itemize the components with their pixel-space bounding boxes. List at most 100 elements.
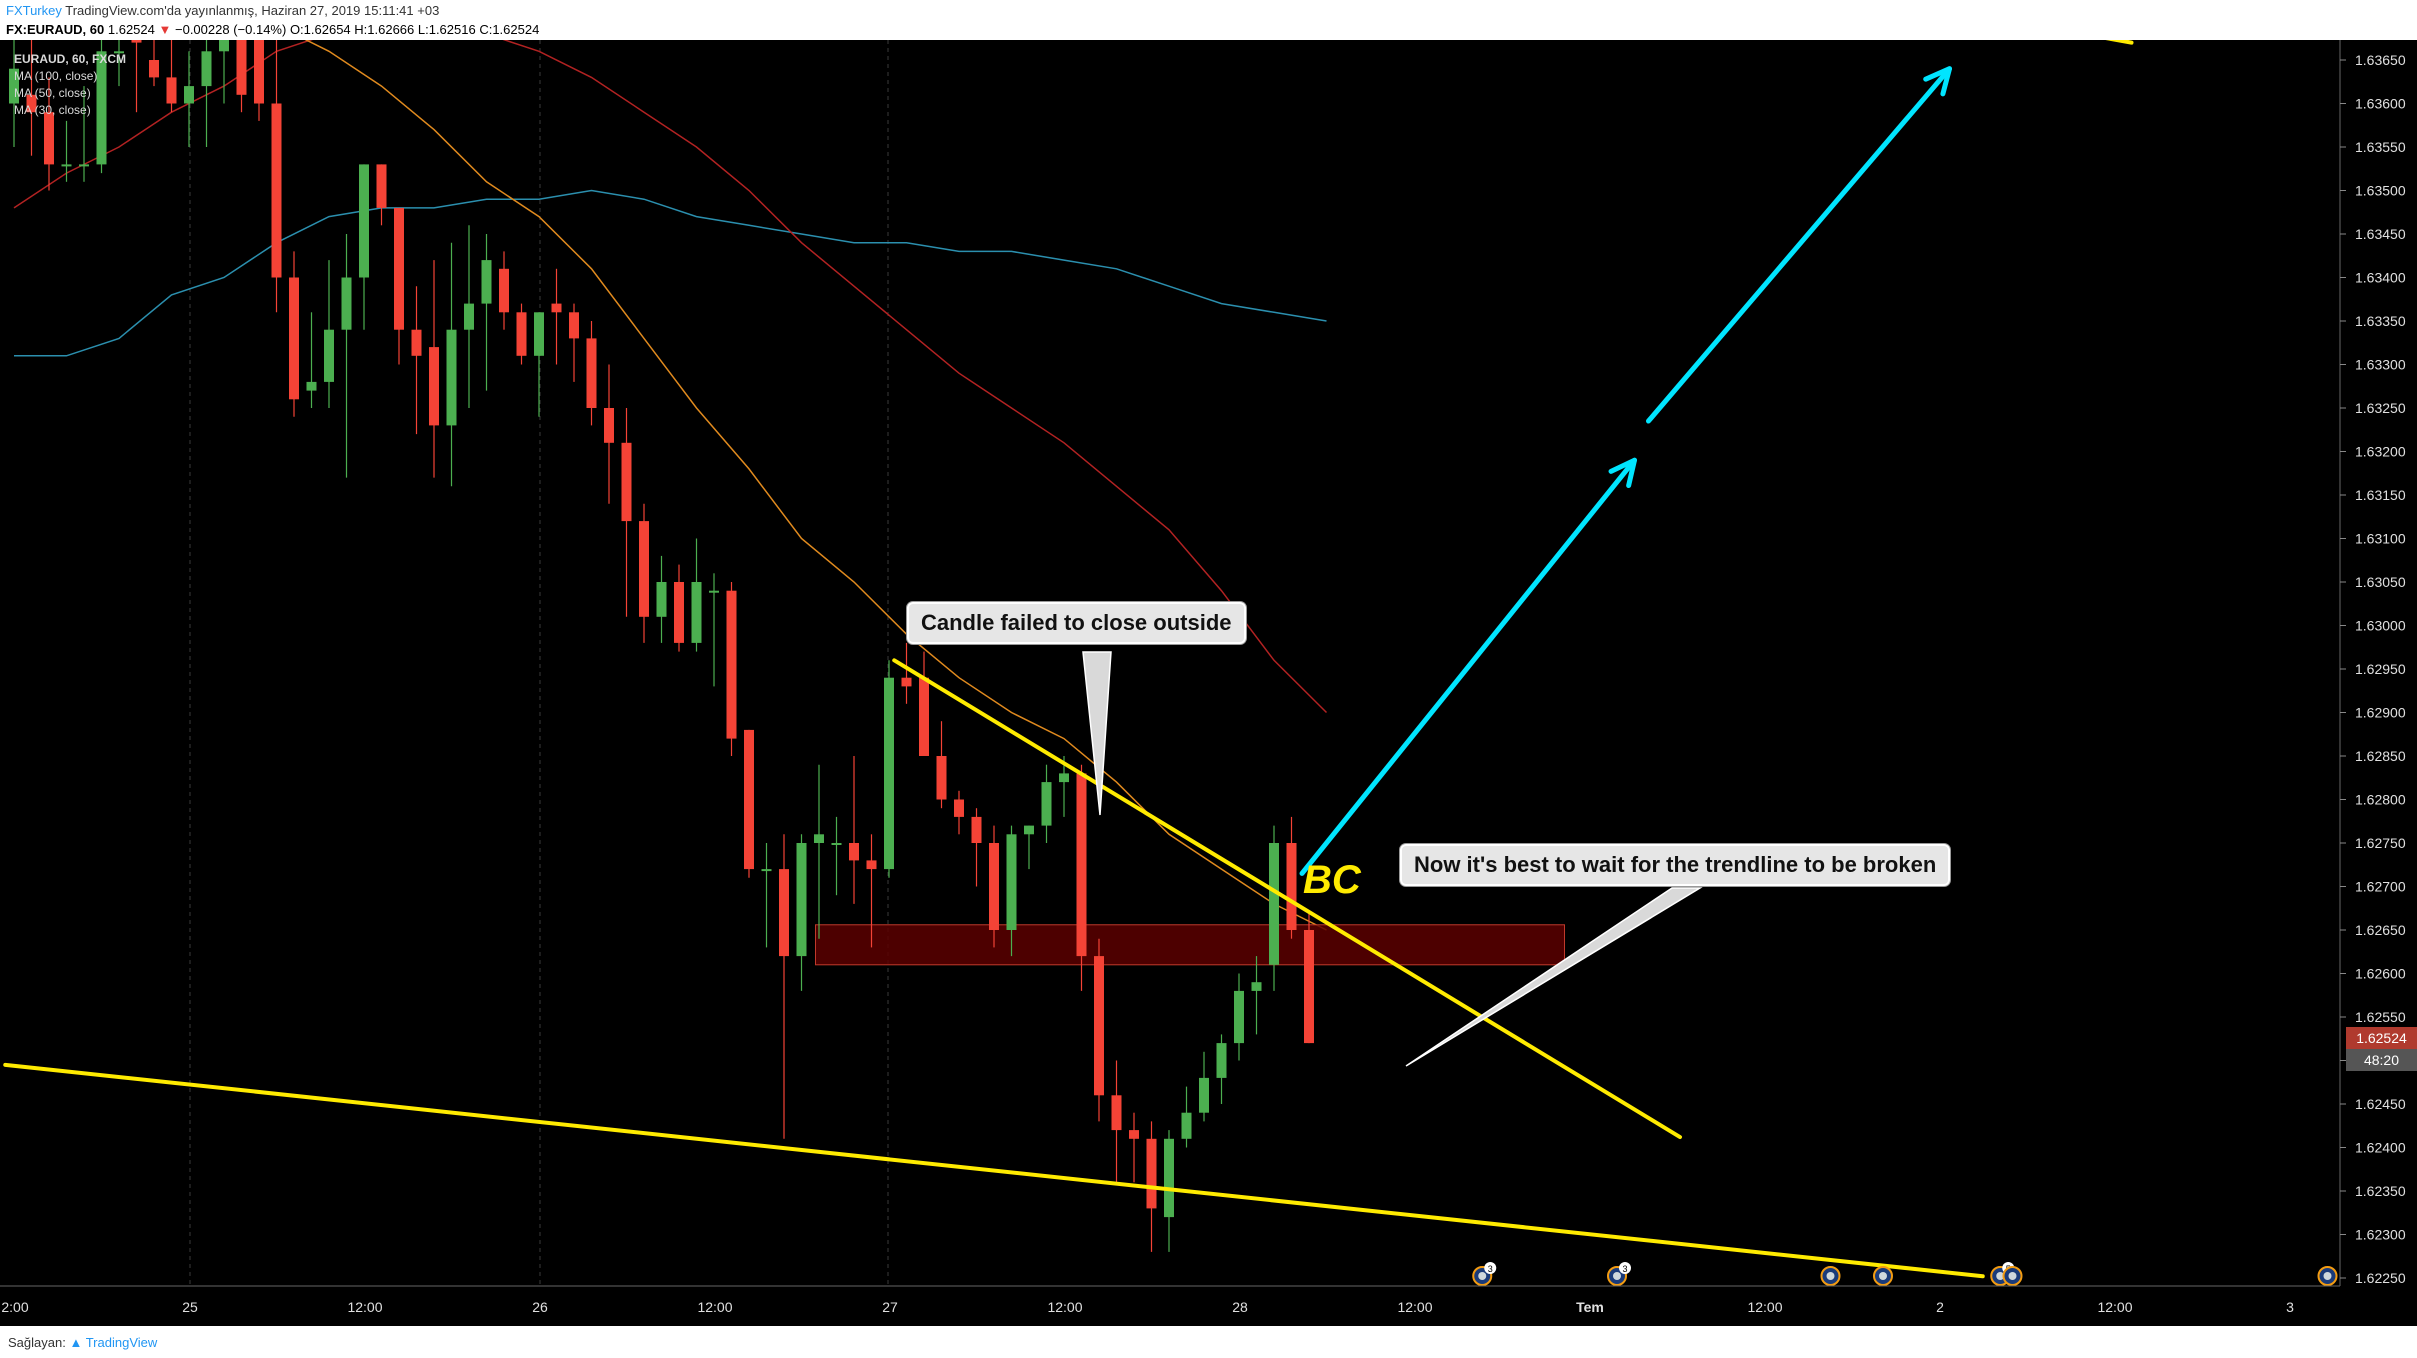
candle: [884, 660, 894, 878]
candle: [341, 234, 352, 478]
candle-body: [1216, 1043, 1227, 1078]
candle-body: [149, 60, 159, 78]
countdown-tag: 48:20: [2346, 1049, 2417, 1071]
event-marker-icon: 3: [1472, 1262, 1497, 1286]
time-tick-label: 12:00: [1747, 1299, 1782, 1315]
candle-body: [744, 729, 754, 870]
price-tick-label: 1.63050: [2355, 574, 2406, 590]
candle-body: [1269, 843, 1279, 965]
candle-body: [254, 25, 264, 104]
candle: [201, 33, 212, 147]
candle: [866, 834, 877, 948]
provider-credit: Sağlayan: ▲ TradingView: [8, 1335, 157, 1350]
current-price-tag: 1.62524: [2346, 1027, 2417, 1049]
candle: [726, 582, 737, 756]
candle: [936, 721, 947, 809]
candle-body: [551, 303, 562, 313]
bc-label[interactable]: BC: [1303, 858, 1361, 902]
candle: [254, 16, 264, 121]
price-tick-label: 1.63400: [2355, 270, 2406, 286]
bullish-arrow-2-head: [1923, 66, 1952, 97]
time-tick-label: 2:00: [1, 1299, 28, 1315]
time-tick-label: 27: [882, 1299, 898, 1315]
price-chart[interactable]: 3352 1.622501.623001.623501.624001.62450…: [0, 15, 2417, 1326]
candle: [1286, 816, 1297, 939]
candle-body: [446, 329, 457, 426]
candle: [586, 321, 597, 426]
provider-name[interactable]: TradingView: [85, 1335, 158, 1350]
candle-body: [779, 869, 789, 957]
callout-wait-trendline[interactable]: Now it's best to wait for the trendline …: [1400, 844, 1951, 886]
axes: 1.62250 1.62300 1.62350 1.62400 1.62450 1.625…: [0, 40, 2417, 1326]
candle: [814, 764, 824, 939]
candle-body: [1006, 834, 1017, 930]
callout1-pointer: [1082, 651, 1112, 816]
candles: [9, 16, 1314, 1252]
candle: [26, 33, 37, 156]
price-tick-label: 1.62300: [2355, 1227, 2406, 1243]
candle-body: [726, 590, 737, 739]
candle-body: [306, 381, 317, 391]
legend-ma30[interactable]: MA (30, close): [14, 103, 91, 117]
candle-body: [481, 260, 492, 304]
event-marker-dot: [1826, 1272, 1835, 1280]
time-tick-label: 12:00: [2097, 1299, 2132, 1315]
ma-line-100: [14, 189, 1327, 357]
callout-candle-failed[interactable]: Candle failed to close outside: [907, 602, 1246, 644]
legend-ma50[interactable]: MA (50, close): [14, 86, 91, 100]
bullish-arrow-1: [1299, 457, 1637, 876]
candle: [166, 25, 177, 113]
candle: [691, 538, 702, 652]
candle-body: [184, 86, 194, 104]
provider-prefix: Sağlayan:: [8, 1335, 66, 1350]
candle-body: [621, 442, 632, 522]
candle: [61, 120, 72, 182]
candle-body: [1059, 773, 1069, 783]
candle: [394, 207, 404, 365]
candle-body: [691, 582, 702, 643]
candle-body: [429, 347, 439, 426]
price-tick-label: 1.63350: [2355, 313, 2406, 329]
author-link[interactable]: FXTurkey: [6, 3, 62, 18]
legend-ma100[interactable]: MA (100, close): [14, 69, 98, 83]
candle: [1199, 1051, 1209, 1122]
candle: [1059, 756, 1069, 817]
candle: [464, 225, 474, 408]
candle-body: [1076, 773, 1087, 957]
price-tick-label: 1.63000: [2355, 618, 2406, 634]
time-tick-label: 2: [1936, 1299, 1944, 1315]
candle: [149, 33, 159, 87]
legend-title: EURAUD, 60, FXCM: [14, 52, 127, 66]
candle: [1024, 825, 1034, 870]
candle-body: [324, 329, 334, 382]
candle: [1269, 825, 1279, 991]
candle: [954, 790, 964, 835]
candle: [219, 25, 229, 104]
candle-body: [219, 25, 229, 52]
candle: [376, 164, 387, 226]
candle-body: [936, 756, 947, 800]
candle: [674, 564, 684, 652]
candle: [831, 816, 842, 896]
candle-body: [534, 312, 544, 356]
candle: [236, 25, 247, 113]
candle: [709, 573, 719, 687]
price-tick-label: 1.63600: [2355, 96, 2406, 112]
candle: [131, 25, 142, 113]
candle-body: [166, 77, 177, 104]
candle-body: [131, 33, 142, 43]
chart-panel[interactable]: 3352 1.622501.623001.623501.624001.62450…: [0, 15, 2417, 1326]
candle-body: [1181, 1112, 1192, 1139]
price-tick-label: 1.62600: [2355, 966, 2406, 982]
candle: [411, 286, 422, 435]
event-marker-dot: [1478, 1272, 1487, 1280]
last-price: 1.62524: [107, 22, 155, 37]
tradingview-logo-icon[interactable]: ▲: [69, 1335, 83, 1350]
event-markers: 3352: [1472, 1262, 2417, 1286]
candle: [901, 642, 912, 704]
price-tick-label: 1.63100: [2355, 531, 2406, 547]
candle: [306, 312, 317, 408]
published-text: TradingView.com'da yayınlanmış, Haziran …: [65, 3, 440, 18]
candle-body: [639, 521, 649, 617]
candle-body: [954, 799, 964, 817]
